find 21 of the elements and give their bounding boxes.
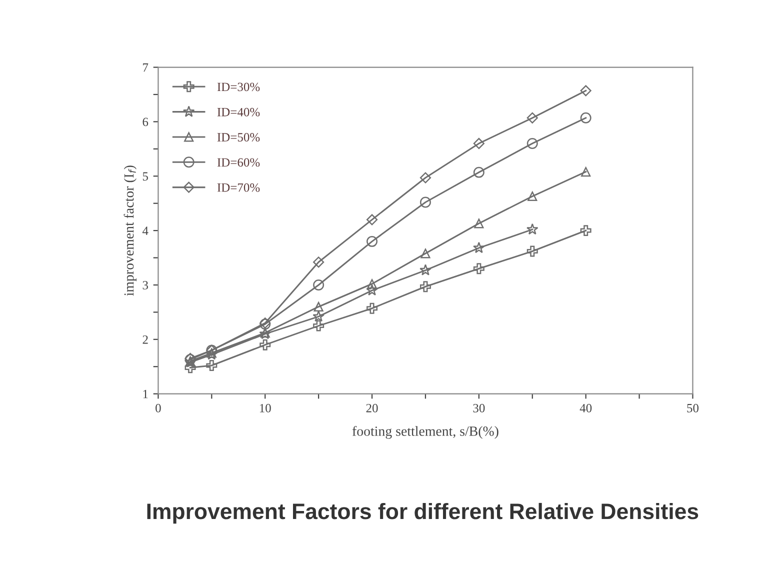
y-tick-label: 6 [142, 118, 148, 126]
x-tick-label: 10 [260, 404, 271, 412]
legend-label: ID=30% [217, 82, 260, 92]
y-axis-title: improvement factor (I$_{f}$) [124, 166, 136, 296]
y-tick-label: 7 [143, 63, 148, 72]
y-tick-label: 2 [142, 335, 148, 344]
x-tick-label: 20 [366, 404, 378, 412]
x-tick-label: 40 [580, 404, 592, 412]
legend-label: ID=70% [217, 183, 260, 192]
x-tick-label: 0 [156, 404, 161, 412]
y-tick-label: 4 [142, 226, 148, 235]
y-tick-label: 1 [143, 390, 148, 398]
legend-label: ID=40% [217, 108, 260, 116]
y-tick-label: 3 [142, 281, 148, 290]
x-tick-label: 30 [473, 404, 485, 412]
legend-label: ID=50% [217, 133, 260, 142]
legend-label: ID=60% [217, 158, 260, 167]
y-tick-label: 5 [142, 172, 148, 181]
x-axis-title: footing settlement, s/B(%) [352, 426, 498, 439]
text: Improvement Factors for different Relative Densities [147, 502, 698, 524]
x-tick-label: 50 [687, 404, 699, 412]
